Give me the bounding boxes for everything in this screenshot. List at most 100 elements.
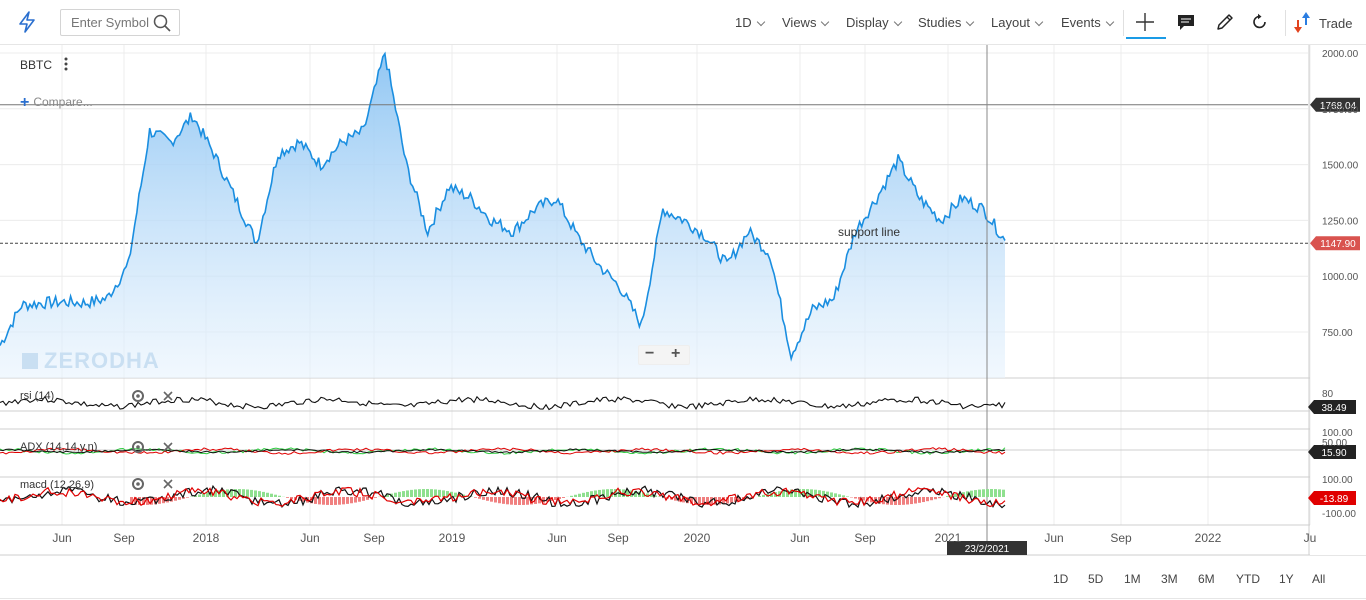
undo-reset-icon[interactable] <box>1250 12 1270 32</box>
macd-histogram-bar <box>182 497 185 499</box>
macd-histogram-bar <box>682 497 685 503</box>
macd-histogram-bar <box>258 491 261 497</box>
macd-histogram-bar <box>302 497 305 502</box>
layout-menu[interactable]: Layout <box>991 15 1044 30</box>
macd-histogram-bar <box>462 494 465 497</box>
zerodha-watermark: ZERODHA <box>22 348 160 374</box>
macd-histogram-bar <box>966 491 969 497</box>
macd-histogram-bar <box>846 496 849 497</box>
close-icon <box>163 442 173 452</box>
macd-histogram-bar <box>274 494 277 497</box>
macd-histogram-bar <box>518 497 521 505</box>
macd-histogram-bar <box>954 494 957 497</box>
range-button-1m[interactable]: 1M <box>1124 572 1141 586</box>
macd-histogram-bar <box>506 497 509 505</box>
chevron-down-icon <box>756 17 765 27</box>
range-button-6m[interactable]: 6M <box>1198 572 1215 586</box>
search-icon[interactable] <box>153 14 171 32</box>
indicator-value-badge <box>1308 400 1356 414</box>
macd-histogram-bar <box>494 497 497 503</box>
macd-study-controls[interactable] <box>131 477 181 491</box>
macd-histogram-bar <box>930 497 933 501</box>
indicator-value-badge <box>1308 491 1356 505</box>
macd-histogram-bar <box>934 497 937 500</box>
macd-histogram-bar <box>290 497 293 499</box>
macd-histogram-bar <box>862 497 865 501</box>
macd-histogram-bar <box>246 489 249 497</box>
studies-menu[interactable]: Studies <box>918 15 975 30</box>
macd-histogram-bar <box>414 489 417 497</box>
macd-histogram-bar <box>334 497 337 505</box>
horizontal-lines: 1768.04 1147.90 23/2/2021 <box>0 45 1360 555</box>
symbol-search-input[interactable] <box>61 10 153 35</box>
y-tick-label: 1750.00 <box>1322 105 1359 116</box>
support-line-annotation[interactable]: support line <box>838 225 901 239</box>
rsi-label[interactable]: rsi (14) <box>20 390 55 402</box>
comment-icon[interactable] <box>1176 12 1196 32</box>
macd-histogram-bar <box>238 489 241 497</box>
macd-histogram-bar <box>482 497 485 500</box>
macd-label[interactable]: macd (12,26,9) <box>20 479 94 491</box>
macd-histogram-bar <box>990 489 993 497</box>
macd-histogram-bar <box>970 490 973 497</box>
range-button-1d[interactable]: 1D <box>1053 572 1069 586</box>
symbol-options-icon[interactable] <box>63 56 69 72</box>
top-toolbar: 1D Views Display Studies Layout Events T… <box>0 0 1366 45</box>
macd-histogram-bar <box>422 489 425 497</box>
macd-histogram-bar <box>226 489 229 497</box>
zoom-in-button[interactable]: + <box>671 345 681 362</box>
macd-histogram-bar <box>698 497 701 505</box>
macd-histogram-bar <box>746 497 749 500</box>
macd-histogram-bar <box>186 497 189 498</box>
x-tick-label: 2022 <box>1195 531 1222 545</box>
trade-arrows-icon[interactable] <box>1293 11 1313 35</box>
price-badge <box>1310 97 1360 112</box>
interval-menu[interactable]: 1D <box>735 15 765 30</box>
adx-line <box>0 448 1006 454</box>
macd-histogram-bar <box>362 497 365 501</box>
macd-histogram-bar <box>810 489 813 497</box>
rsi-study-controls[interactable] <box>131 389 181 403</box>
rsi-line <box>0 395 1006 411</box>
macd-histogram-bar <box>194 495 197 497</box>
adx-label[interactable]: ADX (14,14,y,n) <box>20 441 98 453</box>
adx-study-controls[interactable] <box>131 440 181 454</box>
macd-histogram-bar <box>410 489 413 497</box>
display-menu[interactable]: Display <box>846 15 902 30</box>
price-chart[interactable]: 1768.04 1147.90 23/2/2021 38.49 15.90 -13.89… <box>0 45 1366 557</box>
zoom-out-button[interactable]: − <box>645 345 655 362</box>
macd-histogram-bar <box>574 494 577 497</box>
price-area-fill <box>0 53 1005 378</box>
macd-histogram-bar <box>202 493 205 497</box>
trade-button[interactable]: Trade <box>1319 16 1353 31</box>
macd-histogram-bar <box>310 497 313 504</box>
compare-button[interactable]: + Compare... <box>20 93 93 111</box>
macd-histogram-bar <box>146 497 149 505</box>
macd-histogram-bar <box>726 497 729 504</box>
x-tick-label: Sep <box>854 531 876 545</box>
events-menu[interactable]: Events <box>1061 15 1114 30</box>
crosshair-icon[interactable] <box>1135 12 1155 32</box>
x-tick-label: 2021 <box>935 531 962 545</box>
macd-histogram-bar <box>822 490 825 497</box>
pencil-draw-icon[interactable] <box>1215 12 1235 32</box>
range-button-5d[interactable]: 5D <box>1088 572 1104 586</box>
range-button-3m[interactable]: 3M <box>1161 572 1178 586</box>
range-button-ytd[interactable]: YTD <box>1236 572 1260 586</box>
macd-histogram-bar <box>974 490 977 497</box>
price-badge-label: 1768.04 <box>1320 101 1357 112</box>
views-menu[interactable]: Views <box>782 15 830 30</box>
macd-histogram-bar <box>134 497 137 505</box>
x-tick-label: Jun <box>1044 531 1063 545</box>
macd-histogram-bar <box>762 494 765 497</box>
symbol-label[interactable]: BBTC <box>20 58 53 72</box>
chevron-down-icon <box>893 17 902 27</box>
x-tick-label: Jun <box>300 531 319 545</box>
range-button-all[interactable]: All <box>1312 572 1326 586</box>
symbol-search-box[interactable] <box>60 9 180 36</box>
lightning-logo-icon[interactable] <box>16 11 38 33</box>
range-button-1y[interactable]: 1Y <box>1279 572 1294 586</box>
macd-histogram-bar <box>178 497 181 500</box>
macd-histogram-bar <box>230 489 233 497</box>
macd-histogram-bar <box>782 490 785 497</box>
